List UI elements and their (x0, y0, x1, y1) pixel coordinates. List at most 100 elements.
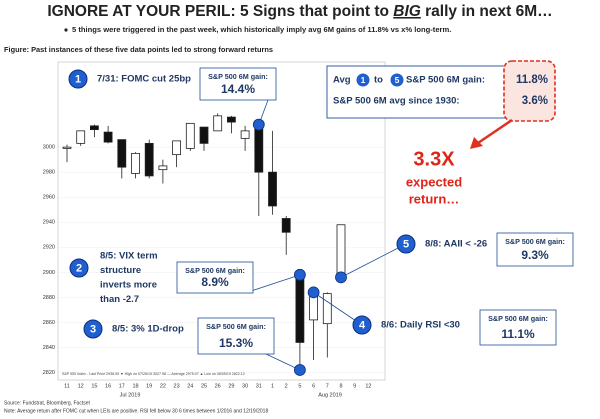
connector (265, 353, 301, 371)
annotation-label: 7/31: FOMC cut 25bp (97, 74, 191, 85)
summary-badge-text: 1 (361, 75, 366, 85)
note: Note: Average return after FOMC cut when… (4, 408, 268, 414)
bullet-dot (64, 28, 68, 32)
candle-body (268, 171, 277, 207)
candle-body (295, 274, 305, 343)
marker-dot (307, 286, 320, 299)
gain-value: 15.3% (219, 336, 253, 350)
candle-body (117, 139, 127, 168)
candle-body (336, 224, 346, 278)
source: Source: Fundstrat, Bloomberg, Factset (4, 400, 90, 406)
x-tick-label: 30 (242, 383, 248, 389)
marker-dot (252, 118, 265, 131)
x-tick-label: 9 (353, 383, 356, 389)
y-tick-label: 2940 (43, 220, 55, 226)
annotations: 1 7/31: FOMC cut 25bp S&P 500 6M gain:14.4… (68, 60, 574, 376)
x-tick-label: 18 (132, 383, 138, 389)
number-badge (83, 319, 103, 339)
callout-text: return… (409, 191, 460, 206)
caption: Figure: Past instances of these five dat… (4, 45, 273, 54)
y-tick-label: 2980 (43, 170, 55, 176)
x-tick-label: 22 (160, 383, 166, 389)
gain-value: 9.3% (521, 248, 549, 262)
summary-text: S&P 500 6M gain: (406, 75, 485, 86)
summary-text: to (374, 75, 383, 86)
candle-body (172, 140, 182, 156)
gain-value: 14.4% (221, 82, 255, 96)
gain-title: S&P 500 6M gain: (208, 72, 268, 81)
annotation-label: 8/6: Daily RSI <30 (381, 320, 460, 331)
x-tick-label: 29 (228, 383, 234, 389)
gain-value: 11.1% (501, 327, 535, 341)
callout-arrow (477, 118, 513, 145)
x-tick-label: 25 (201, 383, 207, 389)
summary-highlight (503, 60, 556, 122)
summary-value: 3.6% (522, 95, 548, 107)
x-tick-label: 31 (256, 383, 262, 389)
y-tick-label: 2880 (43, 295, 55, 301)
y-tick-label: 3000 (43, 145, 55, 151)
number-badge-text: 4 (359, 319, 366, 331)
x-tick-label: 5 (298, 383, 301, 389)
marker-dot (335, 271, 347, 284)
month-label: Aug 2019 (318, 392, 342, 398)
title-part: rally in next 6M… (421, 3, 553, 20)
x-tick-label: 26 (215, 383, 221, 389)
gain-title: S&P 500 6M gain: (185, 266, 245, 275)
gain-title: S&P 500 6M gain: (206, 322, 266, 331)
y-tick-label: 2820 (43, 370, 55, 376)
annotation-label: than -2.7 (100, 294, 139, 305)
number-badge (69, 258, 89, 278)
candle-body (144, 142, 154, 177)
y-tick-label: 2840 (43, 345, 55, 351)
connector (244, 274, 301, 294)
y-tick-label: 2960 (43, 195, 55, 201)
gain-title: S&P 500 6M gain: (488, 314, 548, 323)
x-tick-label: 7 (326, 383, 329, 389)
number-badge (68, 69, 88, 89)
x-tick-label: 16 (105, 383, 111, 389)
number-badge-text: 5 (403, 238, 409, 250)
marker-dot (293, 268, 306, 281)
y-tick-label: 2900 (43, 270, 55, 276)
candle-body (322, 293, 332, 325)
annotation-label: 8/8: AAII < -26 (425, 239, 487, 250)
x-tick-label: 6 (312, 383, 315, 389)
candle-body (103, 131, 113, 143)
gain-box (496, 232, 574, 267)
x-tick-label: 12 (365, 383, 371, 389)
annotation-label: 8/5: VIX term (100, 251, 158, 262)
candle-body (199, 126, 209, 144)
annotation-label: inverts more (100, 280, 157, 291)
candle-body (213, 115, 223, 132)
x-tick-label: 24 (187, 383, 193, 389)
summary-text: S&P 500 6M avg since 1930: (333, 96, 460, 107)
callout-arrowhead (470, 137, 483, 149)
annotation-label: 8/5: 3% 1D-drop (112, 324, 184, 335)
x-tick-label: 2 (285, 383, 288, 389)
title-emphasis: BIG (393, 3, 421, 20)
x-tick-label: 11 (64, 383, 70, 389)
candle-body (240, 130, 250, 139)
gain-box (176, 261, 254, 294)
gain-box (199, 67, 277, 101)
number-badge (396, 234, 416, 254)
gain-value: 8.9% (201, 275, 229, 289)
x-tick-label: 23 (174, 383, 180, 389)
number-badge-text: 1 (75, 73, 81, 85)
x-tick-label: 19 (146, 383, 152, 389)
plot: 2820 2840 2860 2880 2900 2920 2940 2960 2980 3000… (43, 113, 385, 376)
candle-body (226, 116, 236, 123)
month-label: Jul 2019 (120, 392, 141, 398)
candle-body (254, 126, 264, 173)
annotation-label: structure (100, 265, 141, 276)
y-tick-label: 2860 (43, 320, 55, 326)
marker-dot (293, 364, 306, 376)
bullet-text: 5 things were triggered in the past week… (72, 25, 451, 34)
summary-value: 11.8% (516, 74, 548, 86)
candle-body (62, 146, 72, 149)
callout-text: expected (406, 174, 462, 189)
candle-body (131, 152, 140, 174)
candle-body (185, 122, 195, 149)
